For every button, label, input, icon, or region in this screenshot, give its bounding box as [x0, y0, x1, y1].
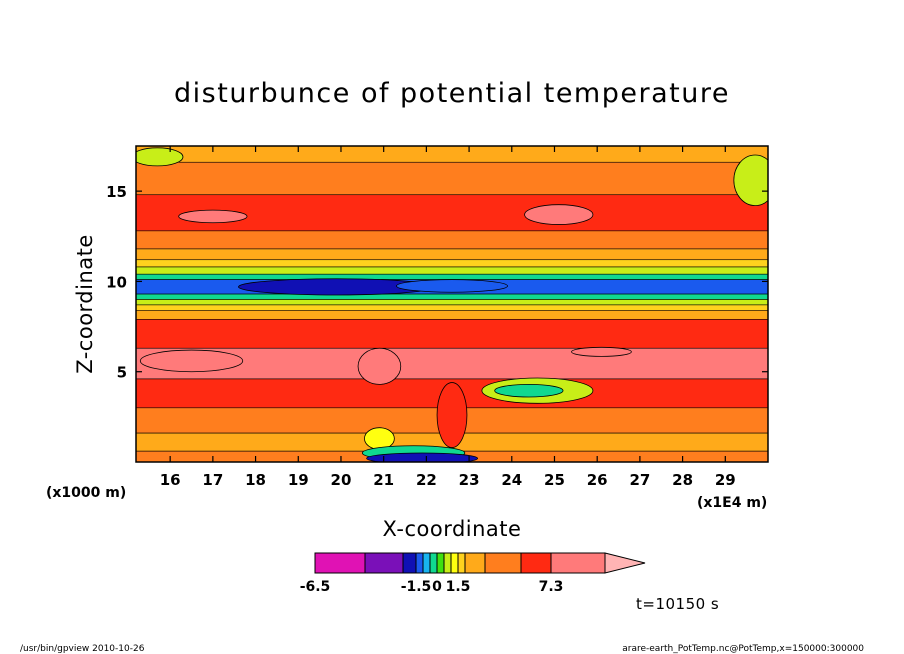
- colorbar-tick-label: -1.5: [401, 579, 432, 595]
- colorbar-tick-label: -6.5: [300, 579, 331, 595]
- colorbar-segment-0: [314, 552, 366, 574]
- colorbar-segment-11: [484, 552, 522, 574]
- contour-feature-11: [524, 204, 594, 225]
- x-axis: 16 17 18 19 20 21 22 23 24 25 26 27 28 29: [160, 146, 736, 489]
- contour-band-9: [136, 293, 768, 300]
- x-tick-label: 23: [459, 471, 480, 489]
- x-unit-left: (x1000 m): [46, 485, 126, 501]
- colorbar-segment-1: [364, 552, 404, 574]
- time-label: t=10150 s: [636, 595, 719, 613]
- contour-band-0: [136, 146, 768, 163]
- colorbar-segment-7: [443, 552, 452, 574]
- contour-feature-4: [364, 427, 395, 450]
- colorbar-segment-12: [520, 552, 552, 574]
- colorbar: [314, 552, 646, 574]
- contour-band-3: [136, 230, 768, 250]
- x-tick-label: 28: [672, 471, 693, 489]
- x-tick-label: 29: [715, 471, 736, 489]
- colorbar-segment-9: [457, 552, 466, 574]
- colorbar-segment-10: [464, 552, 486, 574]
- contour-band-1: [136, 161, 768, 196]
- x-tick-label: 16: [160, 471, 181, 489]
- contour-feature-14: [136, 147, 184, 167]
- footer-right: arare-earth_PotTemp.nc@PotTemp,x=150000:…: [622, 644, 864, 654]
- contour-feature-13: [733, 154, 768, 206]
- colorbar-segment-6: [436, 552, 445, 574]
- x-tick-label: 20: [331, 471, 352, 489]
- contour-feature-6: [366, 452, 479, 462]
- contour-band-5: [136, 259, 768, 268]
- y-axis-label: Z-coordinate: [73, 234, 97, 374]
- footer-left: /usr/bin/gpview 2010-10-26: [20, 644, 145, 654]
- x-unit-right: (x1E4 m): [697, 495, 767, 511]
- x-tick-label: 17: [202, 471, 223, 489]
- colorbar-extension-arrow: [604, 552, 646, 574]
- contour-feature-7: [436, 382, 468, 448]
- x-tick-label: 21: [373, 471, 394, 489]
- plot-area: [136, 146, 768, 462]
- chart-title: disturbunce of potential temperature: [174, 78, 730, 109]
- contour-band-10: [136, 299, 768, 306]
- colorbar-tick-label: 7.3: [539, 579, 564, 595]
- x-tick-label: 27: [629, 471, 650, 489]
- colorbar-segment-3: [415, 552, 424, 574]
- colorbar-segment-2: [402, 552, 417, 574]
- colorbar-segment-8: [450, 552, 459, 574]
- y-tick-label: 15: [106, 183, 127, 201]
- x-tick-label: 22: [416, 471, 437, 489]
- contour-feature-3: [494, 383, 564, 398]
- colorbar-tick-label: 1.5: [446, 579, 471, 595]
- contour-band-6: [136, 266, 768, 275]
- contour-band-7: [136, 273, 768, 280]
- x-axis-label: X-coordinate: [383, 517, 522, 541]
- x-tick-label: 26: [587, 471, 608, 489]
- colorbar-tick-label: 0: [432, 579, 442, 595]
- contour-band-4: [136, 248, 768, 261]
- x-tick-label: 18: [245, 471, 266, 489]
- colorbar-labels: -6.5 -1.5 0 1.5 7.3: [300, 579, 564, 595]
- contour-feature-9: [357, 347, 402, 385]
- contour-band-12: [136, 310, 768, 320]
- y-tick-label: 10: [106, 273, 127, 291]
- colorbar-segment-13: [550, 552, 606, 574]
- x-tick-label: 24: [501, 471, 522, 489]
- colorbar-segment-4: [422, 552, 431, 574]
- y-tick-label: 5: [117, 364, 127, 382]
- contour-band-13: [136, 319, 768, 349]
- colorbar-segment-5: [429, 552, 438, 574]
- contour-feature-12: [571, 346, 632, 357]
- contour-feature-10: [178, 209, 248, 224]
- plot-frame: [135, 145, 769, 463]
- contour-feature-8: [139, 349, 244, 373]
- y-axis: 5 10 15: [106, 183, 768, 382]
- x-tick-label: 25: [544, 471, 565, 489]
- x-tick-label: 19: [288, 471, 309, 489]
- contour-feature-1: [396, 279, 508, 293]
- contour-band-11: [136, 304, 768, 311]
